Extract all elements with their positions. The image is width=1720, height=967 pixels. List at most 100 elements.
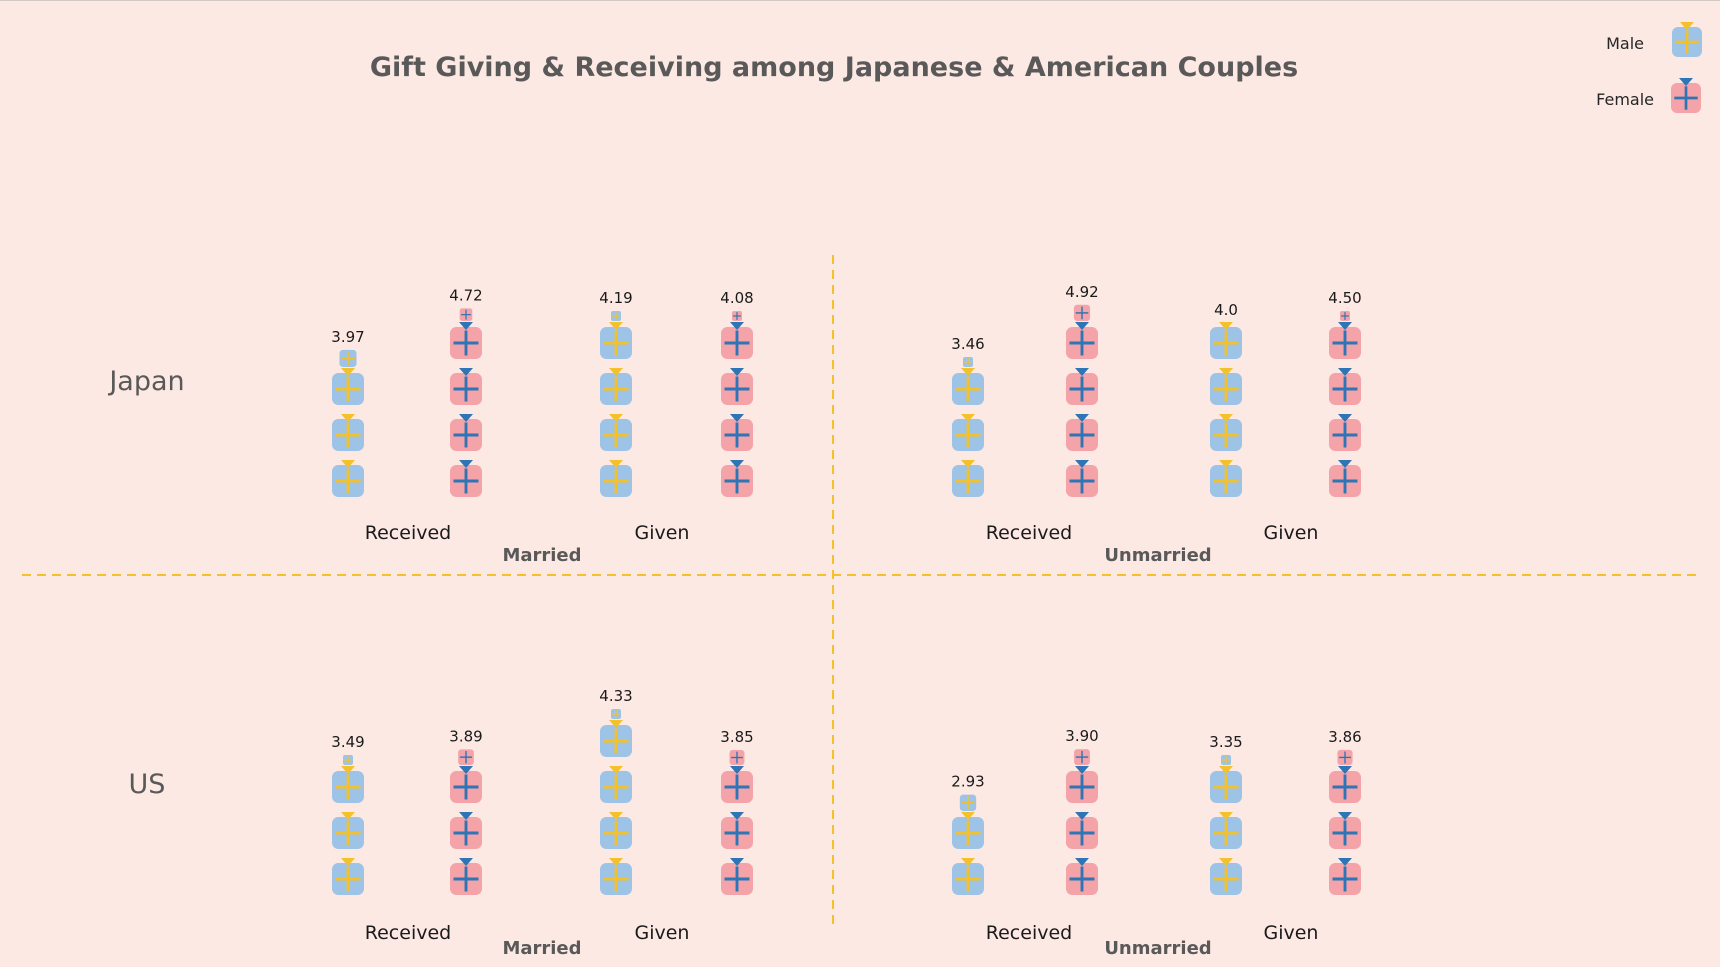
japan-unmarried-given-female-gift-icon — [1329, 414, 1361, 451]
us-unmarried-received-female-gift-icon — [1066, 812, 1098, 849]
japan-unmarried-given-group-label: Given — [1264, 522, 1319, 544]
japan-married-given-male-value-label: 4.19 — [599, 289, 632, 307]
japan-married-given-female-gift-icon — [721, 368, 753, 405]
japan-unmarried-given-female-gift-icon — [1329, 368, 1361, 405]
us-unmarried-received-group-label: Received — [986, 922, 1072, 944]
us-unmarried-given-male-gift-icon — [1210, 858, 1242, 895]
legend-male-icon — [1672, 22, 1702, 57]
japan-unmarried-given-female-partial-gift-icon — [1340, 311, 1350, 321]
japan-unmarried-received-female-gift-icon — [1066, 414, 1098, 451]
us-married-received-female-gift-icon — [450, 858, 482, 895]
top-rule — [0, 0, 1720, 1]
japan-unmarried-given-male-gift-icon — [1210, 460, 1242, 497]
japan-unmarried-received-group-label: Received — [986, 522, 1072, 544]
chart-title: Gift Giving & Receiving among Japanese &… — [369, 52, 1299, 83]
us-married-received-male-gift-icon — [332, 812, 364, 849]
japan-unmarried-given-female-value-label: 4.50 — [1328, 289, 1361, 307]
japan-married-given-group-label: Given — [635, 522, 690, 544]
japan-married-received-female-gift-icon — [450, 368, 482, 405]
japan-married-received-female-value-label: 4.72 — [449, 286, 482, 304]
us-married-received-female-value-label: 3.89 — [449, 727, 482, 745]
us-unmarried-given-male-partial-gift-icon — [1221, 755, 1231, 765]
us-married-given-group-label: Given — [635, 922, 690, 944]
us-unmarried-received-female-gift-icon — [1066, 858, 1098, 895]
japan-unmarried-received-female-gift-icon — [1066, 322, 1098, 359]
legend-female-label: Female — [1596, 90, 1654, 109]
us-unmarried-status-label: Unmarried — [1104, 938, 1211, 959]
japan-unmarried-given-female-gift-icon — [1329, 322, 1361, 359]
us-married-received-female-gift-icon — [450, 812, 482, 849]
japan-married-given-female-gift-icon — [721, 414, 753, 451]
us-married-given-female-gift-icon — [721, 858, 753, 895]
us-married-given-male-gift-icon — [600, 858, 632, 895]
japan-married-given-female-partial-gift-icon — [732, 311, 742, 321]
japan-unmarried-given-male-gift-icon — [1210, 368, 1242, 405]
us-unmarried-received-male-gift-icon — [952, 812, 984, 849]
legend-female-icon — [1671, 78, 1701, 113]
us-married-given-female-gift-icon — [721, 812, 753, 849]
japan-unmarried-received-female-gift-icon — [1066, 368, 1098, 405]
us-married-given-female-gift-icon — [721, 766, 753, 803]
us-married-given-male-gift-icon — [600, 720, 632, 757]
japan-unmarried-received-male-gift-icon — [952, 414, 984, 451]
us-unmarried-given-female-gift-icon — [1329, 858, 1361, 895]
japan-unmarried-received-male-gift-icon — [952, 460, 984, 497]
japan-unmarried-given-male-gift-icon — [1210, 414, 1242, 451]
japan-married-received-female-gift-icon — [450, 460, 482, 497]
us-married-received-male-value-label: 3.49 — [331, 733, 364, 751]
japan-married-given-male-partial-gift-icon — [611, 311, 621, 321]
us-unmarried-given-female-value-label: 3.86 — [1328, 728, 1361, 746]
japan-unmarried-received-male-partial-gift-icon — [963, 357, 973, 367]
japan-married-given-male-gift-icon — [600, 460, 632, 497]
japan-married-received-male-gift-icon — [332, 414, 364, 451]
us-married-given-male-value-label: 4.33 — [599, 687, 632, 705]
japan-married-given-male-gift-icon — [600, 368, 632, 405]
japan-married-received-male-gift-icon — [332, 368, 364, 405]
us-unmarried-given-male-gift-icon — [1210, 812, 1242, 849]
legend-male-label: Male — [1606, 34, 1644, 53]
japan-married-given-male-gift-icon — [600, 322, 632, 359]
us-unmarried-given-female-partial-gift-icon — [1337, 749, 1353, 765]
us-married-status-label: Married — [502, 938, 581, 959]
japan-married-given-female-value-label: 4.08 — [720, 289, 753, 307]
japan-married-given-female-gift-icon — [721, 460, 753, 497]
us-unmarried-given-female-gift-icon — [1329, 766, 1361, 803]
us-unmarried-received-female-value-label: 3.90 — [1065, 727, 1098, 745]
us-married-received-male-partial-gift-icon — [343, 755, 353, 765]
japan-unmarried-given-male-value-label: 4.0 — [1214, 301, 1238, 319]
us-married-given-male-gift-icon — [600, 766, 632, 803]
japan-married-received-female-gift-icon — [450, 414, 482, 451]
us-married-received-group-label: Received — [365, 922, 451, 944]
japan-married-received-male-partial-gift-icon — [339, 349, 357, 367]
japan-unmarried-received-male-value-label: 3.46 — [951, 335, 984, 353]
us-married-given-female-value-label: 3.85 — [720, 728, 753, 746]
row-label-japan: Japan — [109, 366, 185, 397]
japan-married-status-label: Married — [502, 545, 581, 566]
japan-married-received-male-gift-icon — [332, 460, 364, 497]
us-married-received-male-gift-icon — [332, 766, 364, 803]
us-unmarried-received-female-partial-gift-icon — [1074, 749, 1090, 765]
japan-married-given-female-gift-icon — [721, 322, 753, 359]
japan-unmarried-given-male-gift-icon — [1210, 322, 1242, 359]
row-label-us: US — [128, 769, 166, 800]
japan-unmarried-received-female-partial-gift-icon — [1073, 304, 1091, 321]
us-unmarried-received-male-gift-icon — [952, 858, 984, 895]
japan-married-given-male-gift-icon — [600, 414, 632, 451]
us-unmarried-given-female-gift-icon — [1329, 812, 1361, 849]
us-unmarried-received-male-partial-gift-icon — [959, 794, 977, 811]
us-married-received-male-gift-icon — [332, 858, 364, 895]
japan-married-received-female-partial-gift-icon — [459, 308, 473, 321]
japan-unmarried-given-female-gift-icon — [1329, 460, 1361, 497]
us-unmarried-given-male-gift-icon — [1210, 766, 1242, 803]
us-married-given-female-partial-gift-icon — [729, 750, 745, 765]
us-married-received-female-gift-icon — [450, 766, 482, 803]
us-unmarried-given-group-label: Given — [1264, 922, 1319, 944]
us-married-given-male-partial-gift-icon — [611, 709, 621, 719]
us-unmarried-received-male-value-label: 2.93 — [951, 773, 984, 791]
japan-married-received-male-value-label: 3.97 — [331, 328, 364, 346]
us-unmarried-given-male-value-label: 3.35 — [1209, 733, 1242, 751]
japan-married-received-female-gift-icon — [450, 322, 482, 359]
japan-unmarried-status-label: Unmarried — [1104, 545, 1211, 566]
